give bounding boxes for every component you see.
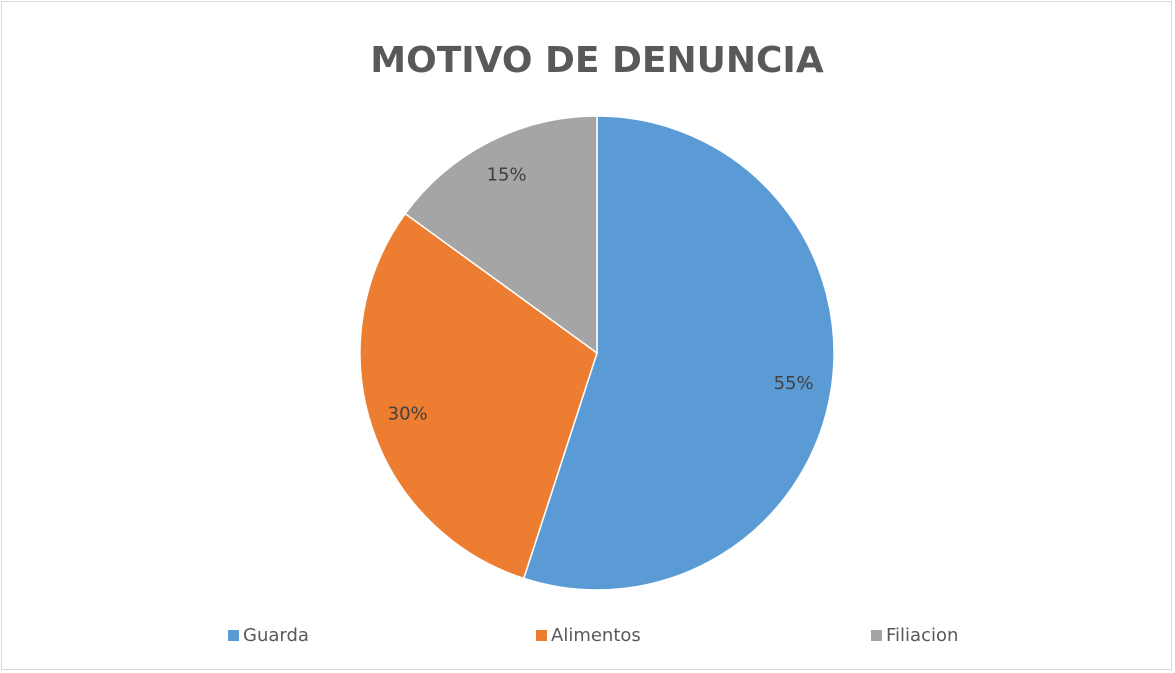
legend-label: Filiacion — [886, 625, 958, 646]
legend-swatch — [871, 630, 882, 641]
data-label: 55% — [774, 373, 814, 394]
pie-slice — [359, 212, 598, 580]
data-label: 15% — [487, 165, 527, 186]
pie-slice — [522, 115, 835, 591]
data-label: 30% — [388, 404, 428, 425]
legend-label: Alimentos — [551, 625, 641, 646]
legend-label: Guarda — [243, 625, 309, 646]
legend-swatch — [536, 630, 547, 641]
legend-swatch — [228, 630, 239, 641]
pie-slice — [404, 115, 598, 355]
chart-title: MOTIVO DE DENUNCIA — [370, 40, 824, 81]
